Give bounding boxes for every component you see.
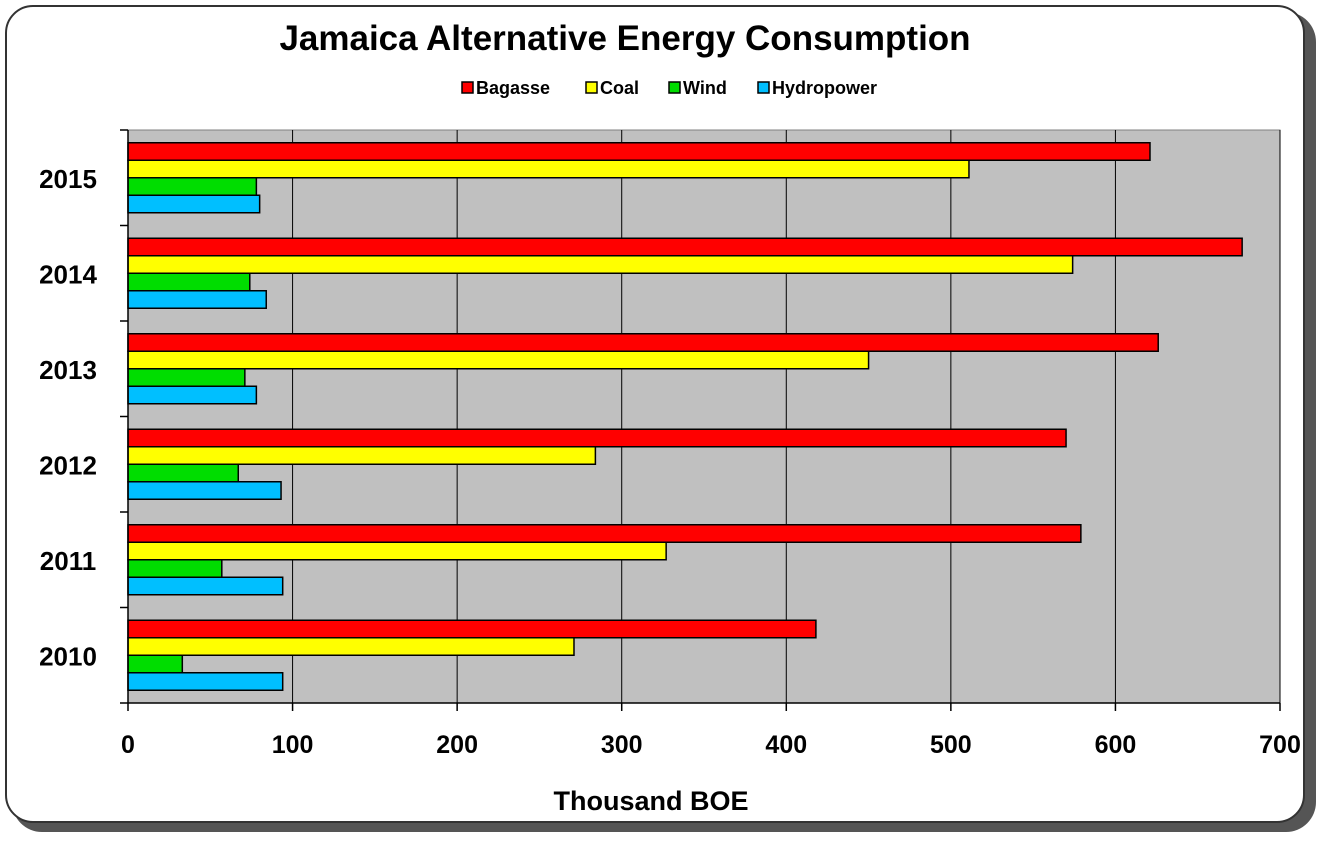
x-tick-label-0: 0 xyxy=(121,731,135,759)
y-tick-labels: 2010 2011 2012 2013 2014 2015 xyxy=(39,164,97,672)
bar-hydropower-2010 xyxy=(127,672,284,691)
y-tick-label-2012: 2012 xyxy=(39,450,97,480)
x-tick-label-100: 100 xyxy=(272,731,314,759)
bar-bagasse-2010 xyxy=(127,619,817,639)
y-tick-label-2013: 2013 xyxy=(39,355,97,385)
x-tick-label-300: 300 xyxy=(601,731,643,759)
bar-coal-2010 xyxy=(127,637,575,656)
bar-hydropower-2015 xyxy=(127,194,261,214)
plot-area xyxy=(127,129,1281,704)
y-tick-label-2015: 2015 xyxy=(39,164,97,194)
bar-bagasse-2015 xyxy=(127,142,1151,161)
bar-bagasse-2012 xyxy=(127,428,1067,448)
bar-coal-2011 xyxy=(127,541,667,561)
bar-hydropower-2012 xyxy=(127,481,282,500)
bar-wind-2010 xyxy=(127,654,184,674)
x-tick-label-600: 600 xyxy=(1095,731,1137,759)
bar-coal-2014 xyxy=(127,255,1074,274)
legend-label-coal: Coal xyxy=(600,78,639,98)
legend-swatch-wind xyxy=(668,81,681,94)
bar-bagasse-2014 xyxy=(127,237,1243,257)
gridlines xyxy=(292,130,1281,703)
bar-wind-2014 xyxy=(127,272,251,292)
y-tick-label-2010: 2010 xyxy=(39,641,97,671)
y-tick-label-2014: 2014 xyxy=(39,259,97,289)
bar-coal-2015 xyxy=(127,159,970,179)
bar-wind-2015 xyxy=(127,177,258,196)
x-tick-label-400: 400 xyxy=(765,731,807,759)
legend-swatch-coal xyxy=(585,81,598,94)
chart-title: Jamaica Alternative Energy Consumption xyxy=(279,19,970,58)
bar-bagasse-2011 xyxy=(127,524,1082,543)
legend-swatch-bagasse xyxy=(461,81,474,94)
legend-label-wind: Wind xyxy=(683,78,727,98)
bar-hydropower-2013 xyxy=(127,385,258,405)
legend-label-hydropower: Hydropower xyxy=(772,78,877,98)
x-tick-labels: 0 100 200 300 400 500 600 700 xyxy=(121,731,1301,759)
bar-bagasse-2013 xyxy=(127,333,1159,352)
bar-wind-2011 xyxy=(127,559,223,578)
x-tick-label-500: 500 xyxy=(930,731,972,759)
bar-coal-2013 xyxy=(127,350,870,370)
y-tick-label-2011: 2011 xyxy=(40,546,96,576)
legend-swatch-hydropower xyxy=(757,81,770,94)
bar-wind-2012 xyxy=(127,463,240,483)
bar-coal-2012 xyxy=(127,446,597,465)
bars xyxy=(127,142,1243,691)
x-tick-label-700: 700 xyxy=(1259,731,1301,759)
x-tick-label-200: 200 xyxy=(436,731,478,759)
legend: Bagasse Coal Wind Hydropower xyxy=(461,78,877,98)
x-axis-label: Thousand BOE xyxy=(554,786,749,816)
legend-label-bagasse: Bagasse xyxy=(476,78,550,98)
bar-hydropower-2011 xyxy=(127,576,284,596)
bar-wind-2013 xyxy=(127,368,246,387)
axes xyxy=(120,129,1281,711)
bar-hydropower-2014 xyxy=(127,290,267,309)
